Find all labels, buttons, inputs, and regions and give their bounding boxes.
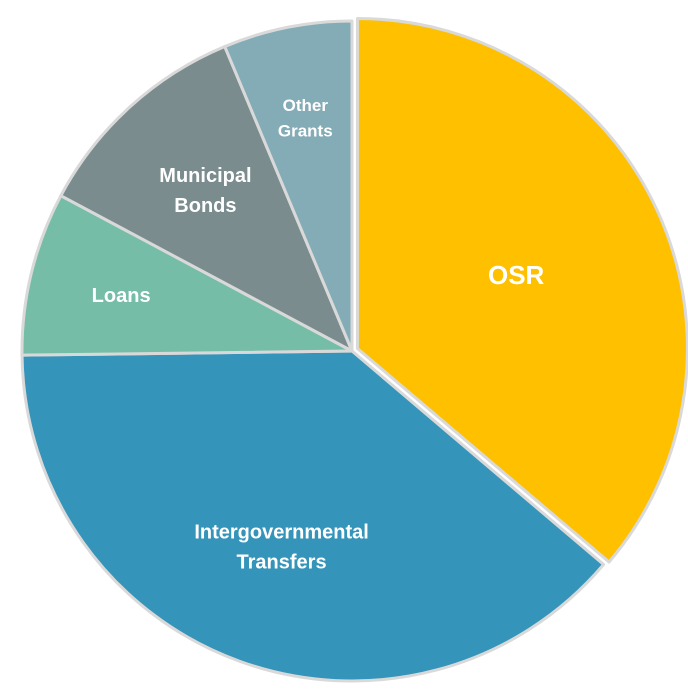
slice-label-line: Grants [278,122,333,141]
slice-label-other-grants: Other Grants [278,96,333,140]
slice-label-loans: Loans [92,285,151,307]
slice-label-line: OSR [488,260,545,290]
slice-label-line: Bonds [174,195,236,217]
pie-slice-osr [355,16,688,564]
slice-label-line: Intergovernmental [194,522,368,544]
slice-label-intergovernmental-transfers: Intergovernmental Transfers [194,522,368,574]
slice-label-municipal-bonds: Municipal Bonds [159,165,251,217]
slice-label-osr: OSR [488,260,545,290]
pie-slice-other-grants [223,19,354,353]
pie-slice-municipal-bonds [59,45,354,353]
pie-slice-intergovernmental-transfers [20,349,606,683]
pie-slice-loans [20,194,354,357]
slice-label-line: Transfers [237,552,327,574]
slice-label-line: Other [283,96,329,115]
slice-label-line: Loans [92,285,151,307]
slice-label-line: Municipal [159,165,251,187]
